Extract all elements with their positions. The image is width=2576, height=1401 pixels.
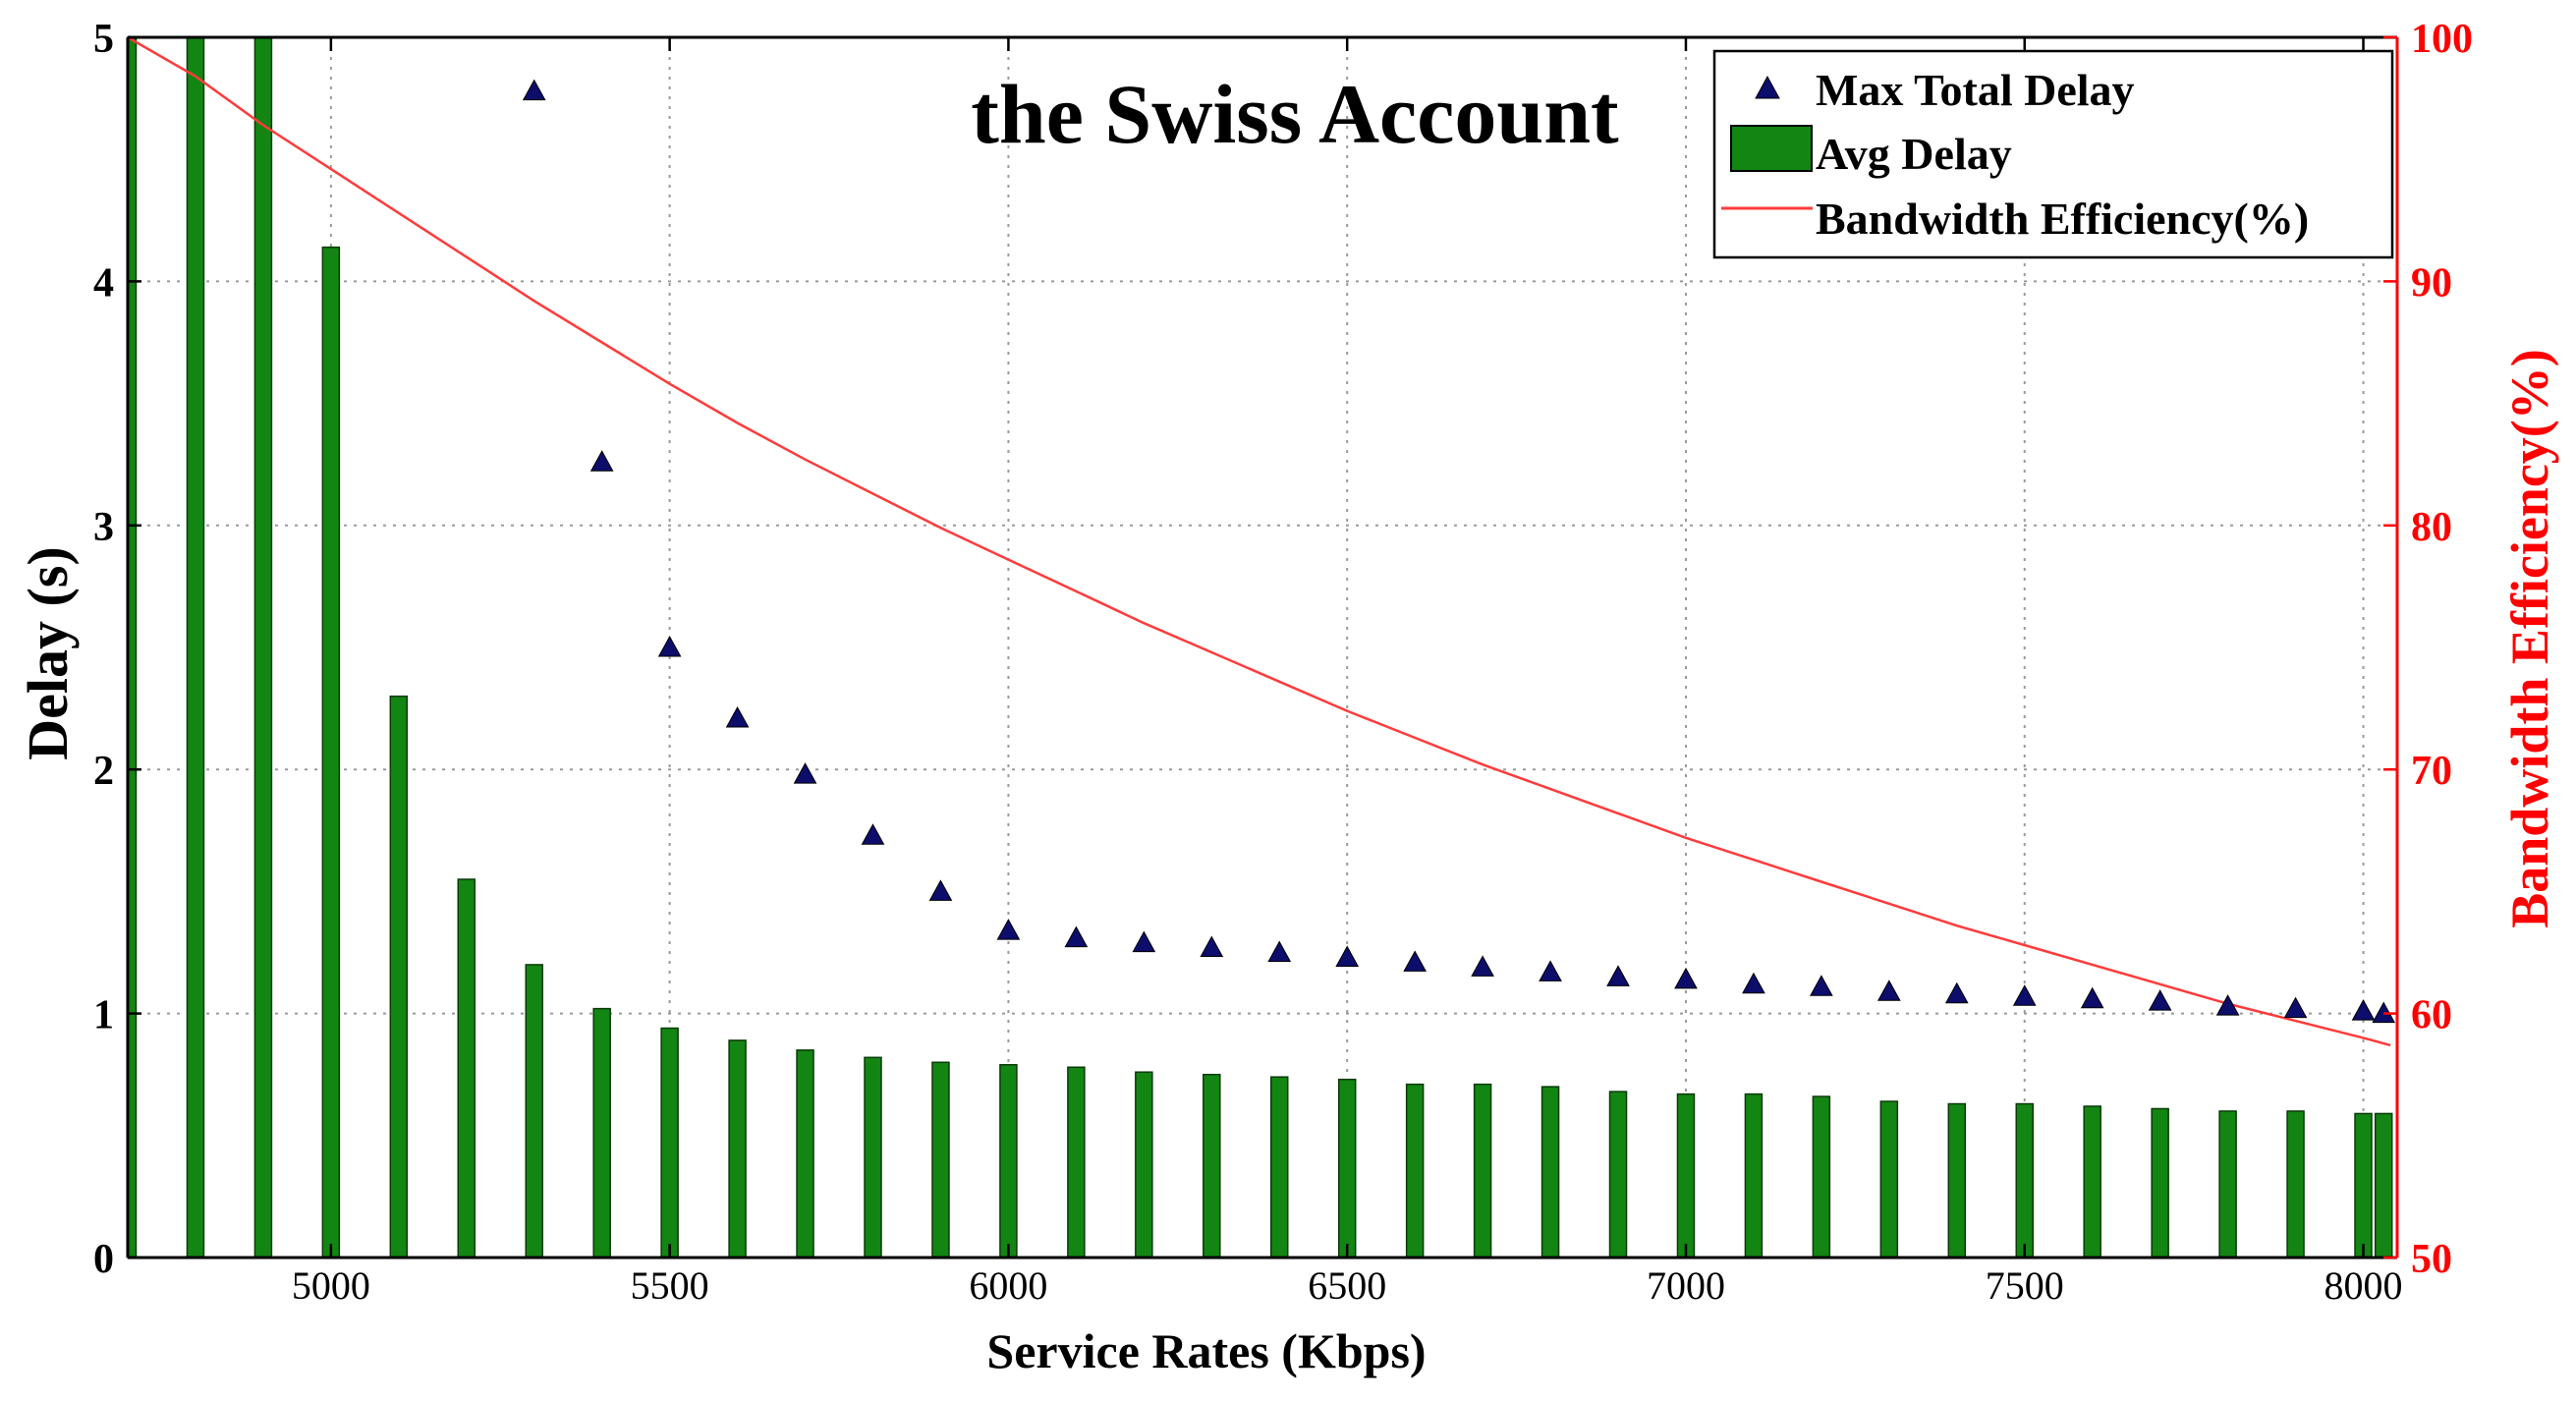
max-total-delay-marker	[2012, 984, 2037, 1006]
avg-delay-bar	[931, 1061, 950, 1259]
x-tick-label: 5000	[292, 1263, 370, 1308]
max-total-delay-marker	[1335, 945, 1360, 967]
y-tick-label: 2	[93, 749, 114, 794]
legend-label-max-total-delay: Max Total Delay	[1816, 65, 2135, 115]
avg-delay-bar	[864, 1056, 882, 1259]
max-total-delay-marker	[1403, 950, 1427, 972]
avg-delay-bar	[253, 36, 273, 1259]
y-tick-label: 3	[93, 505, 114, 550]
avg-delay-bar	[1405, 1083, 1425, 1259]
avg-delay-bar	[2286, 1110, 2305, 1259]
avg-delay-bar	[796, 1049, 814, 1259]
max-total-delay-marker	[1944, 981, 1969, 1004]
plot-frame	[126, 35, 2399, 1260]
max-total-delay-marker	[2215, 994, 2240, 1016]
max-total-delay-marker	[2148, 989, 2172, 1011]
avg-delay-bar	[525, 964, 543, 1259]
max-total-delay-marker	[793, 762, 817, 784]
legend-label-avg-delay: Avg Delay	[1816, 129, 2012, 179]
y2-tick-label: 60	[2411, 993, 2452, 1038]
avg-delay-bar	[1812, 1095, 1831, 1259]
avg-delay-bar	[1203, 1073, 1221, 1259]
max-total-delay-markers	[522, 79, 2396, 1024]
max-total-delay-marker	[657, 635, 682, 657]
avg-delay-bar	[186, 36, 205, 1259]
max-total-delay-marker	[725, 705, 750, 728]
avg-delay-bar	[592, 1007, 611, 1259]
avg-delay-bar	[1676, 1093, 1696, 1259]
max-total-delay-marker	[861, 823, 885, 845]
avg-delay-bar	[2374, 1112, 2393, 1259]
max-total-delay-marker	[1810, 975, 1833, 996]
max-total-delay-marker	[1200, 935, 1224, 958]
avg-delay-bar	[1067, 1066, 1086, 1259]
y-axis-label: Delay (s)	[16, 546, 80, 759]
x-tick-label: 5500	[631, 1263, 709, 1308]
y-tick-label: 5	[93, 17, 114, 62]
max-total-delay-marker	[928, 879, 953, 901]
avg-delay-bar	[1879, 1100, 1899, 1259]
y2-tick-label: 50	[2411, 1237, 2452, 1282]
right-axis-label: Bandwidth Efficiency(%)	[2500, 349, 2559, 928]
max-total-delay-marker	[589, 450, 614, 472]
avg-delay-bar	[1135, 1071, 1153, 1259]
max-total-delay-marker	[1471, 955, 1494, 977]
max-total-delay-marker	[1064, 925, 1089, 948]
chart-title: the Swiss Account	[971, 67, 1619, 161]
avg-delay-bar	[1473, 1083, 1492, 1259]
max-total-delay-marker	[996, 919, 1021, 940]
avg-delay-bar	[321, 246, 341, 1259]
x-axis-label: Service Rates (Kbps)	[986, 1323, 1426, 1378]
y-tick-label: 4	[93, 260, 114, 306]
avg-delay-bar	[2218, 1110, 2237, 1259]
avg-delay-bar	[660, 1027, 679, 1259]
avg-delay-bar	[1744, 1093, 1764, 1259]
x-tick-label: 6000	[969, 1263, 1047, 1308]
y-tick-label: 1	[93, 993, 114, 1038]
x-tick-label: 6500	[1308, 1263, 1386, 1308]
y2-tick-label: 70	[2411, 749, 2452, 794]
avg-delay-bar	[728, 1039, 747, 1259]
y2-tick-label: 100	[2411, 17, 2473, 62]
max-total-delay-marker	[1876, 980, 1901, 1001]
bandwidth-efficiency-line-layer	[127, 35, 2391, 1047]
y-tick-label: 0	[93, 1237, 114, 1282]
max-total-delay-marker	[2351, 999, 2376, 1021]
avg-delay-bar	[999, 1064, 1018, 1259]
x-tick-label: 8000	[2324, 1263, 2403, 1308]
avg-delay-bar	[2151, 1107, 2169, 1259]
max-total-delay-marker	[1674, 967, 1698, 989]
avg-delay-bar	[1269, 1076, 1289, 1259]
max-total-delay-marker	[1539, 960, 1562, 981]
avg-delay-bar	[1540, 1086, 1560, 1259]
avg-delay-bar	[457, 878, 476, 1259]
legend-triangle-icon	[1755, 75, 1780, 99]
x-tick-label: 7500	[1986, 1263, 2064, 1308]
max-total-delay-marker	[1606, 965, 1630, 986]
avg-delay-bar	[2015, 1102, 2034, 1259]
avg-delay-bar	[1608, 1091, 1628, 1259]
max-total-delay-marker	[1132, 930, 1156, 953]
legend: Max Total Delay Avg Delay Bandwidth Effi…	[1712, 49, 2394, 259]
avg-delay-bar	[2083, 1105, 2101, 1259]
avg-delay-bar	[1337, 1078, 1357, 1259]
y2-tick-label: 80	[2411, 505, 2452, 550]
legend-box	[1712, 49, 2394, 259]
max-total-delay-marker	[522, 79, 546, 101]
bandwidth-efficiency-line	[127, 35, 2391, 1047]
max-total-delay-marker	[2080, 986, 2104, 1009]
max-total-delay-marker	[2283, 996, 2308, 1019]
legend-label-bandwidth-efficiency: Bandwidth Efficiency(%)	[1816, 194, 2309, 244]
avg-delay-bar	[1947, 1102, 1967, 1259]
avg-delay-bar	[2354, 1112, 2373, 1259]
x-tick-label: 7000	[1647, 1263, 1725, 1308]
max-total-delay-marker	[1742, 972, 1765, 994]
legend-bar-swatch	[1730, 125, 1813, 172]
axis-ticks: 5000 5500 6000 6500 7000 7500 8000 0 1 2 3 4 5 50 60 70…	[93, 17, 2473, 1308]
y2-tick-label: 90	[2411, 260, 2452, 306]
max-total-delay-marker	[1267, 940, 1292, 962]
avg-delay-bar	[389, 695, 409, 1259]
